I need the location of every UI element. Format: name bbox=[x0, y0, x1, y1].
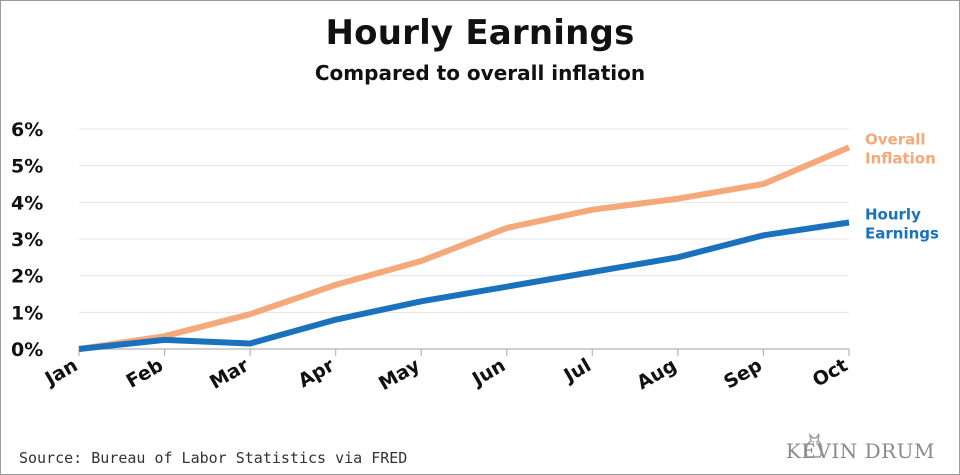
series-line bbox=[78, 219, 850, 352]
x-tick-label: Jan bbox=[40, 354, 82, 391]
series-line bbox=[78, 144, 851, 352]
x-tick-label: Aug bbox=[633, 354, 680, 394]
x-tick-label: Sep bbox=[720, 354, 766, 393]
series-label-line: Inflation bbox=[865, 149, 936, 167]
x-axis bbox=[78, 348, 850, 356]
series-label-line: Overall bbox=[865, 130, 926, 148]
y-tick-label: 6% bbox=[11, 119, 43, 141]
series-lines bbox=[78, 144, 851, 352]
y-tick-label: 4% bbox=[11, 192, 43, 214]
y-tick-label: 0% bbox=[11, 339, 43, 361]
series-label-line: Earnings bbox=[865, 225, 939, 243]
chart-subtitle: Compared to overall inflation bbox=[314, 61, 646, 85]
brand-logo: KEVIN DRUM bbox=[785, 439, 935, 463]
line-chart: 0% 1% 2% 3% 4% 5% 6% Jan Feb Mar Apr May Jun Jul Aug S… bbox=[11, 119, 939, 395]
x-tick-label: Apr bbox=[295, 354, 339, 392]
series-label-line: Hourly bbox=[865, 206, 921, 224]
x-tick-labels: Jan Feb Mar Apr May Jun Jul Aug Sep Oct bbox=[40, 354, 852, 395]
series-label: Overall Inflation bbox=[865, 130, 936, 167]
y-tick-label: 3% bbox=[11, 229, 43, 251]
grid-lines bbox=[79, 128, 849, 313]
series-labels: Overall Inflation Hourly Earnings bbox=[865, 130, 939, 242]
x-tick-label: Mar bbox=[206, 354, 253, 394]
y-tick-label: 1% bbox=[11, 302, 43, 324]
y-tick-labels: 0% 1% 2% 3% 4% 5% 6% bbox=[11, 119, 43, 361]
x-tick-label: Jun bbox=[467, 354, 509, 391]
x-tick-label: Feb bbox=[123, 354, 168, 392]
y-tick-label: 2% bbox=[11, 266, 43, 288]
x-tick-label: May bbox=[375, 354, 424, 395]
source-note: Source: Bureau of Labor Statistics via F… bbox=[19, 449, 408, 467]
cat-logo-icon bbox=[805, 432, 823, 458]
y-tick-label: 5% bbox=[11, 156, 43, 178]
series-label: Hourly Earnings bbox=[865, 206, 939, 243]
x-tick-label: Jul bbox=[559, 354, 595, 388]
chart-title: Hourly Earnings bbox=[325, 13, 635, 53]
x-tick-label: Oct bbox=[809, 354, 852, 391]
